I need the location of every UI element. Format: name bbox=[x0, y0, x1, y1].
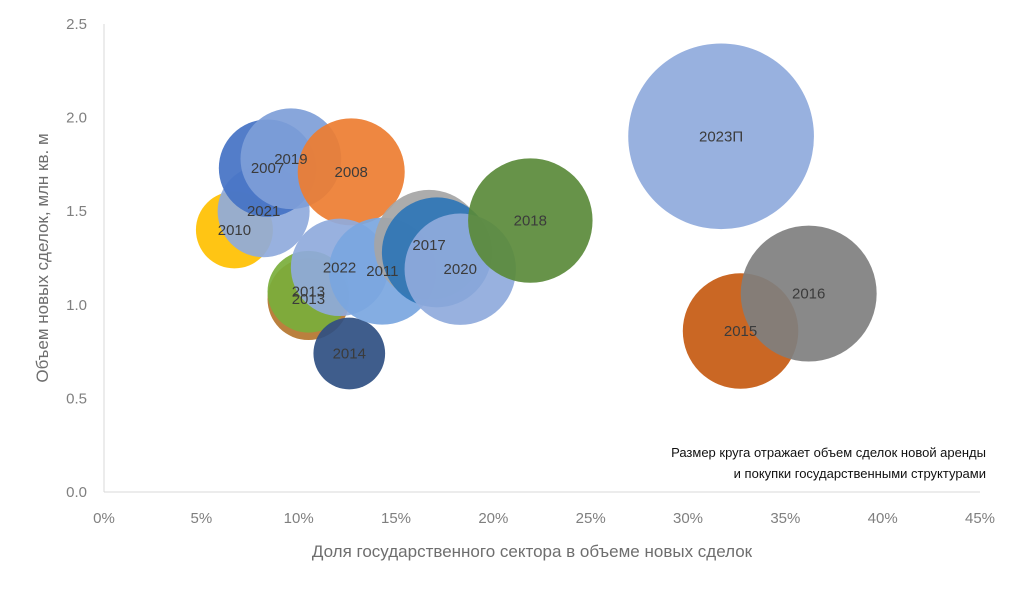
x-tick-label: 20% bbox=[478, 510, 508, 527]
bubble bbox=[740, 225, 877, 362]
y-tick-label: 1.5 bbox=[66, 203, 87, 220]
bubble bbox=[468, 158, 593, 283]
x-tick-label: 25% bbox=[576, 510, 606, 527]
x-tick-label: 30% bbox=[673, 510, 703, 527]
bubble-label: 2007 bbox=[251, 160, 284, 177]
bubble-label: 2017 bbox=[412, 237, 445, 254]
x-axis-title: Доля государственного сектора в объеме н… bbox=[312, 542, 753, 561]
size-note-line: Размер круга отражает объем сделок новой… bbox=[671, 445, 986, 460]
bubble-label: 2019 bbox=[274, 151, 307, 168]
bubble-label: 2021 bbox=[247, 203, 280, 220]
x-tick-label: 35% bbox=[770, 510, 800, 527]
x-tick-label: 10% bbox=[284, 510, 314, 527]
bubble bbox=[313, 317, 386, 390]
bubble-label: 2016 bbox=[792, 286, 825, 303]
bubble-label: 2011 bbox=[366, 263, 398, 280]
x-tick-label: 0% bbox=[93, 510, 115, 527]
size-note-line: и покупки государственными структурами bbox=[734, 466, 986, 481]
axes-layer: 0% 5% 10% 15% 20% 25% 30% 35% 40% 45% 0.0 0.5 1.0 1.5… bbox=[33, 16, 995, 561]
bubble-label: 2010 bbox=[218, 222, 251, 239]
y-tick-label: 0.5 bbox=[66, 390, 87, 407]
x-tick-label: 5% bbox=[190, 510, 212, 527]
bubble-label: 2013 bbox=[292, 284, 325, 301]
x-tick-label: 15% bbox=[381, 510, 411, 527]
y-tick-label: 0.0 bbox=[66, 484, 87, 501]
bubble-label: 2008 bbox=[335, 164, 368, 181]
y-tick-label: 1.0 bbox=[66, 297, 87, 314]
bubble-label: 2020 bbox=[444, 261, 477, 278]
y-tick-label: 2.0 bbox=[66, 110, 87, 127]
bubble-label: 2015 bbox=[724, 323, 757, 340]
x-tick-label: 40% bbox=[868, 510, 898, 527]
bubble-layer bbox=[195, 43, 877, 390]
y-axis-title: Объем новых сделок, млн кв. м bbox=[33, 133, 52, 382]
bubble-label: 2018 bbox=[514, 213, 547, 230]
bubble-label: 2023П bbox=[699, 128, 743, 145]
bubble-label: 2013 bbox=[292, 291, 325, 308]
y-tick-label: 2.5 bbox=[66, 16, 87, 33]
bubble-label: 2014 bbox=[333, 345, 366, 362]
bubble-label: 2022 bbox=[323, 259, 356, 276]
bubble bbox=[297, 118, 405, 226]
bubble bbox=[628, 43, 814, 230]
size-note: Размер круга отражает объем сделок новой… bbox=[671, 445, 986, 481]
x-tick-label: 45% bbox=[965, 510, 995, 527]
